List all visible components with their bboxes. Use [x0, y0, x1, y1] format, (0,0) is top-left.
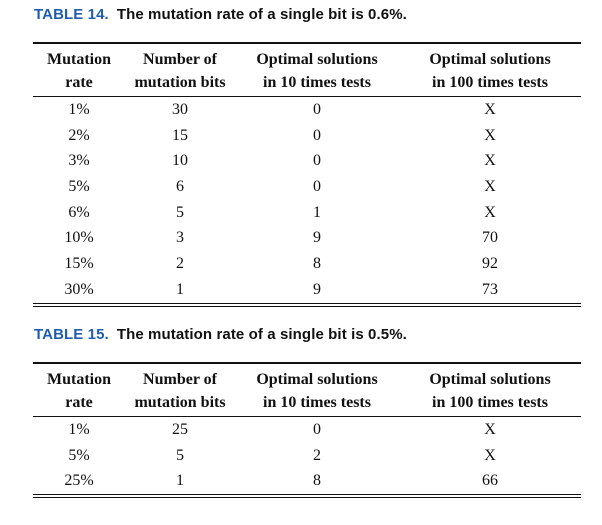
- table-15-header: Number of: [143, 371, 217, 388]
- table-14-header: in 100 times tests: [432, 74, 548, 91]
- table-14-header-row-2: rate mutation bits in 10 times tests in …: [33, 70, 581, 97]
- table-15-cell: 2: [313, 446, 321, 464]
- table-14-cell: 3: [176, 229, 184, 247]
- table-15-cell: 0: [313, 420, 321, 438]
- table-15-cell: 1%: [68, 420, 90, 438]
- table-14-cell: 6: [176, 177, 184, 195]
- table-15-header-row-2: rate mutation bits in 10 times tests in …: [33, 390, 581, 417]
- table-15-header: in 100 times tests: [432, 394, 548, 411]
- table-14-cell: 8: [313, 254, 321, 272]
- table-14-cell: 1: [313, 203, 321, 221]
- table-14-cell: 1: [176, 280, 184, 298]
- table-15-cell: 25%: [64, 472, 94, 490]
- table-15-caption: TABLE 15. The mutation rate of a single b…: [34, 326, 407, 343]
- table-14-cell: 73: [482, 280, 498, 298]
- table-14-cell: 70: [482, 229, 498, 247]
- table-15-header: mutation bits: [134, 394, 226, 411]
- table-15-label: TABLE 15.: [34, 326, 109, 343]
- table-14-cell: 0: [313, 100, 321, 118]
- table-14-cell: 5: [176, 203, 184, 221]
- table-15-header: rate: [65, 394, 93, 411]
- table-14-row: 6% 5 1 X: [33, 200, 581, 226]
- table-14-cell: 0: [313, 177, 321, 195]
- table-14-cell: 0: [313, 126, 321, 144]
- table-15: Mutation Number of Optimal solutions Opt…: [33, 362, 581, 499]
- table-15-cell: 8: [313, 472, 321, 490]
- table-14-cell: 10: [172, 152, 188, 170]
- table-15-body: 1% 25 0 X 5% 5 2 X 25% 1 8 66: [33, 417, 581, 495]
- table-14-cell: 92: [482, 254, 498, 272]
- table-14-row: 2% 15 0 X: [33, 123, 581, 149]
- table-15-header: Optimal solutions: [256, 371, 378, 388]
- table-14-cell: 30%: [64, 280, 94, 298]
- table-14-header-row-1: Mutation Number of Optimal solutions Opt…: [33, 44, 581, 71]
- table-14-cell: 10%: [64, 229, 94, 247]
- table-14-caption: TABLE 14. The mutation rate of a single b…: [34, 6, 407, 23]
- table-14-body: 1% 30 0 X 2% 15 0 X 3% 10 0 X 5% 6 0 X 6% 5 1 X 10% 3 9 70 15% 2 8…: [33, 97, 581, 303]
- table-14-row: 10% 3 9 70: [33, 225, 581, 251]
- table-15-row: 25% 1 8 66: [33, 468, 581, 494]
- table-14-header: Optimal solutions: [429, 51, 551, 68]
- table-15-cell: 5: [176, 446, 184, 464]
- table-14-cell: 5%: [68, 177, 90, 195]
- table-14-row: 5% 6 0 X: [33, 174, 581, 200]
- table-14-cell: X: [484, 152, 496, 170]
- table-14-cell: 15: [172, 126, 188, 144]
- table-15-cell: 5%: [68, 446, 90, 464]
- table-15-cell: 66: [482, 472, 498, 490]
- table-14-cell: X: [484, 126, 496, 144]
- table-15-header-row-1: Mutation Number of Optimal solutions Opt…: [33, 364, 581, 391]
- table-15-row: 1% 25 0 X: [33, 417, 581, 443]
- table-15-title: The mutation rate of a single bit is 0.5…: [116, 326, 407, 343]
- table-15-header: Optimal solutions: [429, 371, 551, 388]
- table-14-header: Number of: [143, 51, 217, 68]
- table-14-row: 30% 1 9 73: [33, 277, 581, 303]
- table-14-cell: X: [484, 100, 496, 118]
- table-14-cell: 3%: [68, 152, 90, 170]
- table-14-header: Optimal solutions: [256, 51, 378, 68]
- table-14-header: mutation bits: [134, 74, 226, 91]
- table-14-cell: X: [484, 177, 496, 195]
- table-14-cell: 9: [313, 229, 321, 247]
- table-14: Mutation Number of Optimal solutions Opt…: [33, 42, 581, 307]
- table-15-header: Mutation: [47, 371, 111, 388]
- table-14-cell: 30: [172, 100, 188, 118]
- table-14-header: in 10 times tests: [263, 74, 371, 91]
- table-14-cell: 1%: [68, 100, 90, 118]
- table-14-cell: 9: [313, 280, 321, 298]
- table-15-cell: 1: [176, 472, 184, 490]
- table-14-label: TABLE 14.: [34, 6, 109, 23]
- table-15-cell: X: [484, 420, 496, 438]
- table-15-row: 5% 5 2 X: [33, 443, 581, 469]
- table-14-title: The mutation rate of a single bit is 0.6…: [116, 6, 407, 23]
- table-14-cell: X: [484, 203, 496, 221]
- table-15-header: in 10 times tests: [263, 394, 371, 411]
- table-14-header: Mutation: [47, 51, 111, 68]
- table-14-cell: 15%: [64, 254, 94, 272]
- table-14-cell: 0: [313, 152, 321, 170]
- table-14-cell: 2%: [68, 126, 90, 144]
- table-14-cell: 6%: [68, 203, 90, 221]
- table-14-row: 1% 30 0 X: [33, 97, 581, 123]
- table-15-cell: 25: [172, 420, 188, 438]
- table-14-row: 15% 2 8 92: [33, 251, 581, 277]
- table-15-cell: X: [484, 446, 496, 464]
- table-14-row: 3% 10 0 X: [33, 148, 581, 174]
- table-14-cell: 2: [176, 254, 184, 272]
- table-14-header: rate: [65, 74, 93, 91]
